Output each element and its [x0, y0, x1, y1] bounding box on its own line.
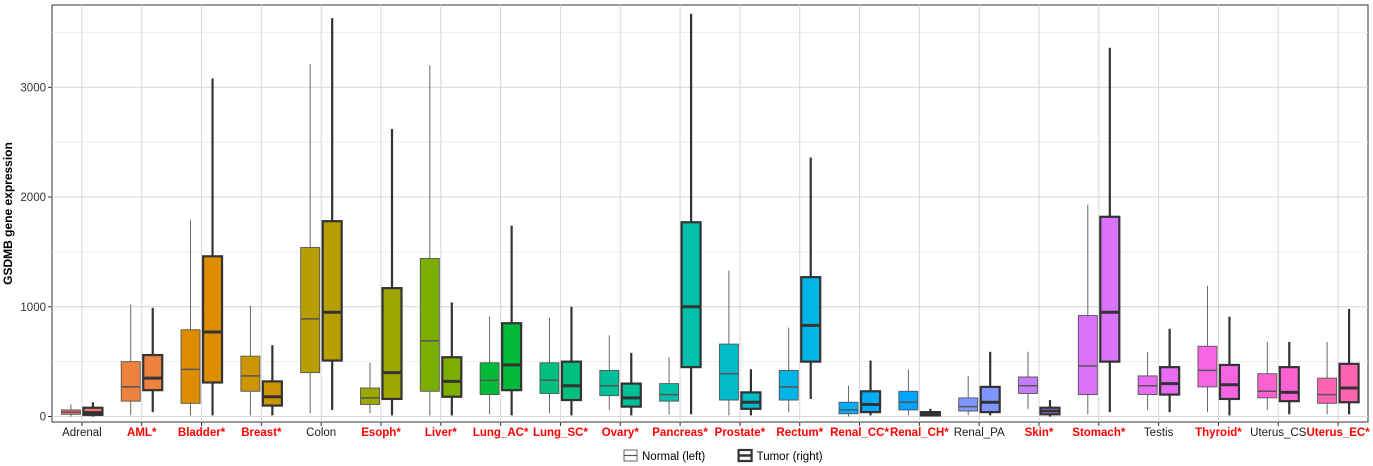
box-iqr [180, 329, 201, 404]
x-tick-label: Rectum* [776, 427, 823, 439]
box-iqr [680, 221, 702, 369]
x-tick-label: Ovary* [602, 427, 640, 439]
x-axis: Adrenal AML* Bladder* Breast* Colon Esoph* Liv… [62, 422, 1370, 439]
box-iqr [381, 287, 403, 401]
x-tick-label: Renal_CH* [890, 427, 949, 439]
box-iqr [479, 362, 500, 396]
box-iqr [1278, 366, 1300, 403]
box-iqr [898, 390, 919, 411]
x-tick-label: Esoph* [361, 427, 401, 439]
x-tick-label: Liver* [425, 427, 457, 439]
box-iqr [419, 258, 440, 392]
x-tick-label: Testis [1144, 427, 1174, 439]
x-tick-label: Skin* [1025, 427, 1054, 439]
y-axis: 0 1000 2000 3000 [20, 82, 52, 424]
box-series [60, 13, 1360, 417]
y-axis-label: GSDMB gene expression [1, 142, 15, 285]
x-tick-label: Thyroid* [1195, 427, 1242, 439]
x-tick-label: Uterus_EC* [1306, 427, 1370, 439]
box-iqr [859, 390, 882, 414]
x-tick-label: Bladder* [178, 427, 226, 439]
box-iqr [1257, 373, 1278, 399]
legend-label: Tumor (right) [757, 451, 823, 463]
box-iqr [1099, 215, 1121, 363]
box-iqr [1077, 315, 1098, 396]
x-tick-label: Breast* [241, 427, 282, 439]
x-tick-label: Renal_CC* [830, 427, 889, 439]
legend: Normal (left) Tumor (right) [623, 448, 823, 463]
x-tick-label: Pancreas* [652, 427, 708, 439]
box-iqr [441, 356, 463, 398]
box-iqr [659, 383, 680, 402]
box-iqr [240, 355, 261, 392]
box-iqr [800, 276, 822, 363]
box-iqr [261, 380, 283, 407]
box-iqr [1317, 377, 1338, 404]
box-iqr [1338, 362, 1360, 404]
box-iqr [360, 387, 380, 405]
box-iqr [778, 369, 799, 401]
y-tick-label: 2000 [20, 192, 46, 204]
box-iqr [740, 391, 762, 410]
box-iqr [620, 382, 642, 408]
y-tick-label: 3000 [20, 82, 46, 94]
x-tick-label: Adrenal [62, 427, 102, 439]
box-iqr [718, 343, 739, 401]
y-tick-label: 1000 [20, 302, 46, 314]
box-iqr [201, 255, 224, 384]
box-iqr [501, 322, 523, 392]
box-iqr [142, 353, 164, 392]
box-iqr [1218, 363, 1241, 401]
box-iqr [300, 247, 321, 374]
y-tick-label: 0 [40, 412, 46, 424]
box-iqr [979, 385, 1001, 414]
x-tick-label: Prostate* [715, 427, 766, 439]
x-tick-label: Renal_PA [954, 427, 1005, 439]
box-iqr [321, 220, 343, 362]
x-tick-label: Stomach* [1072, 427, 1126, 439]
x-tick-label: Uterus_CS [1250, 427, 1307, 439]
box-iqr [599, 369, 620, 397]
x-tick-label: Lung_SC* [533, 427, 588, 439]
x-tick-label: AML* [127, 427, 157, 439]
box-iqr [539, 362, 560, 394]
box-iqr [958, 397, 979, 412]
grid-lines [52, 5, 1368, 422]
box-iqr [120, 361, 141, 402]
box-iqr [1197, 345, 1218, 388]
legend-label: Normal (left) [642, 451, 705, 463]
x-tick-label: Lung_AC* [473, 427, 529, 439]
box-iqr [1159, 366, 1181, 396]
x-tick-label: Colon [306, 427, 336, 439]
box-iqr [838, 401, 859, 415]
box-iqr [560, 360, 583, 402]
